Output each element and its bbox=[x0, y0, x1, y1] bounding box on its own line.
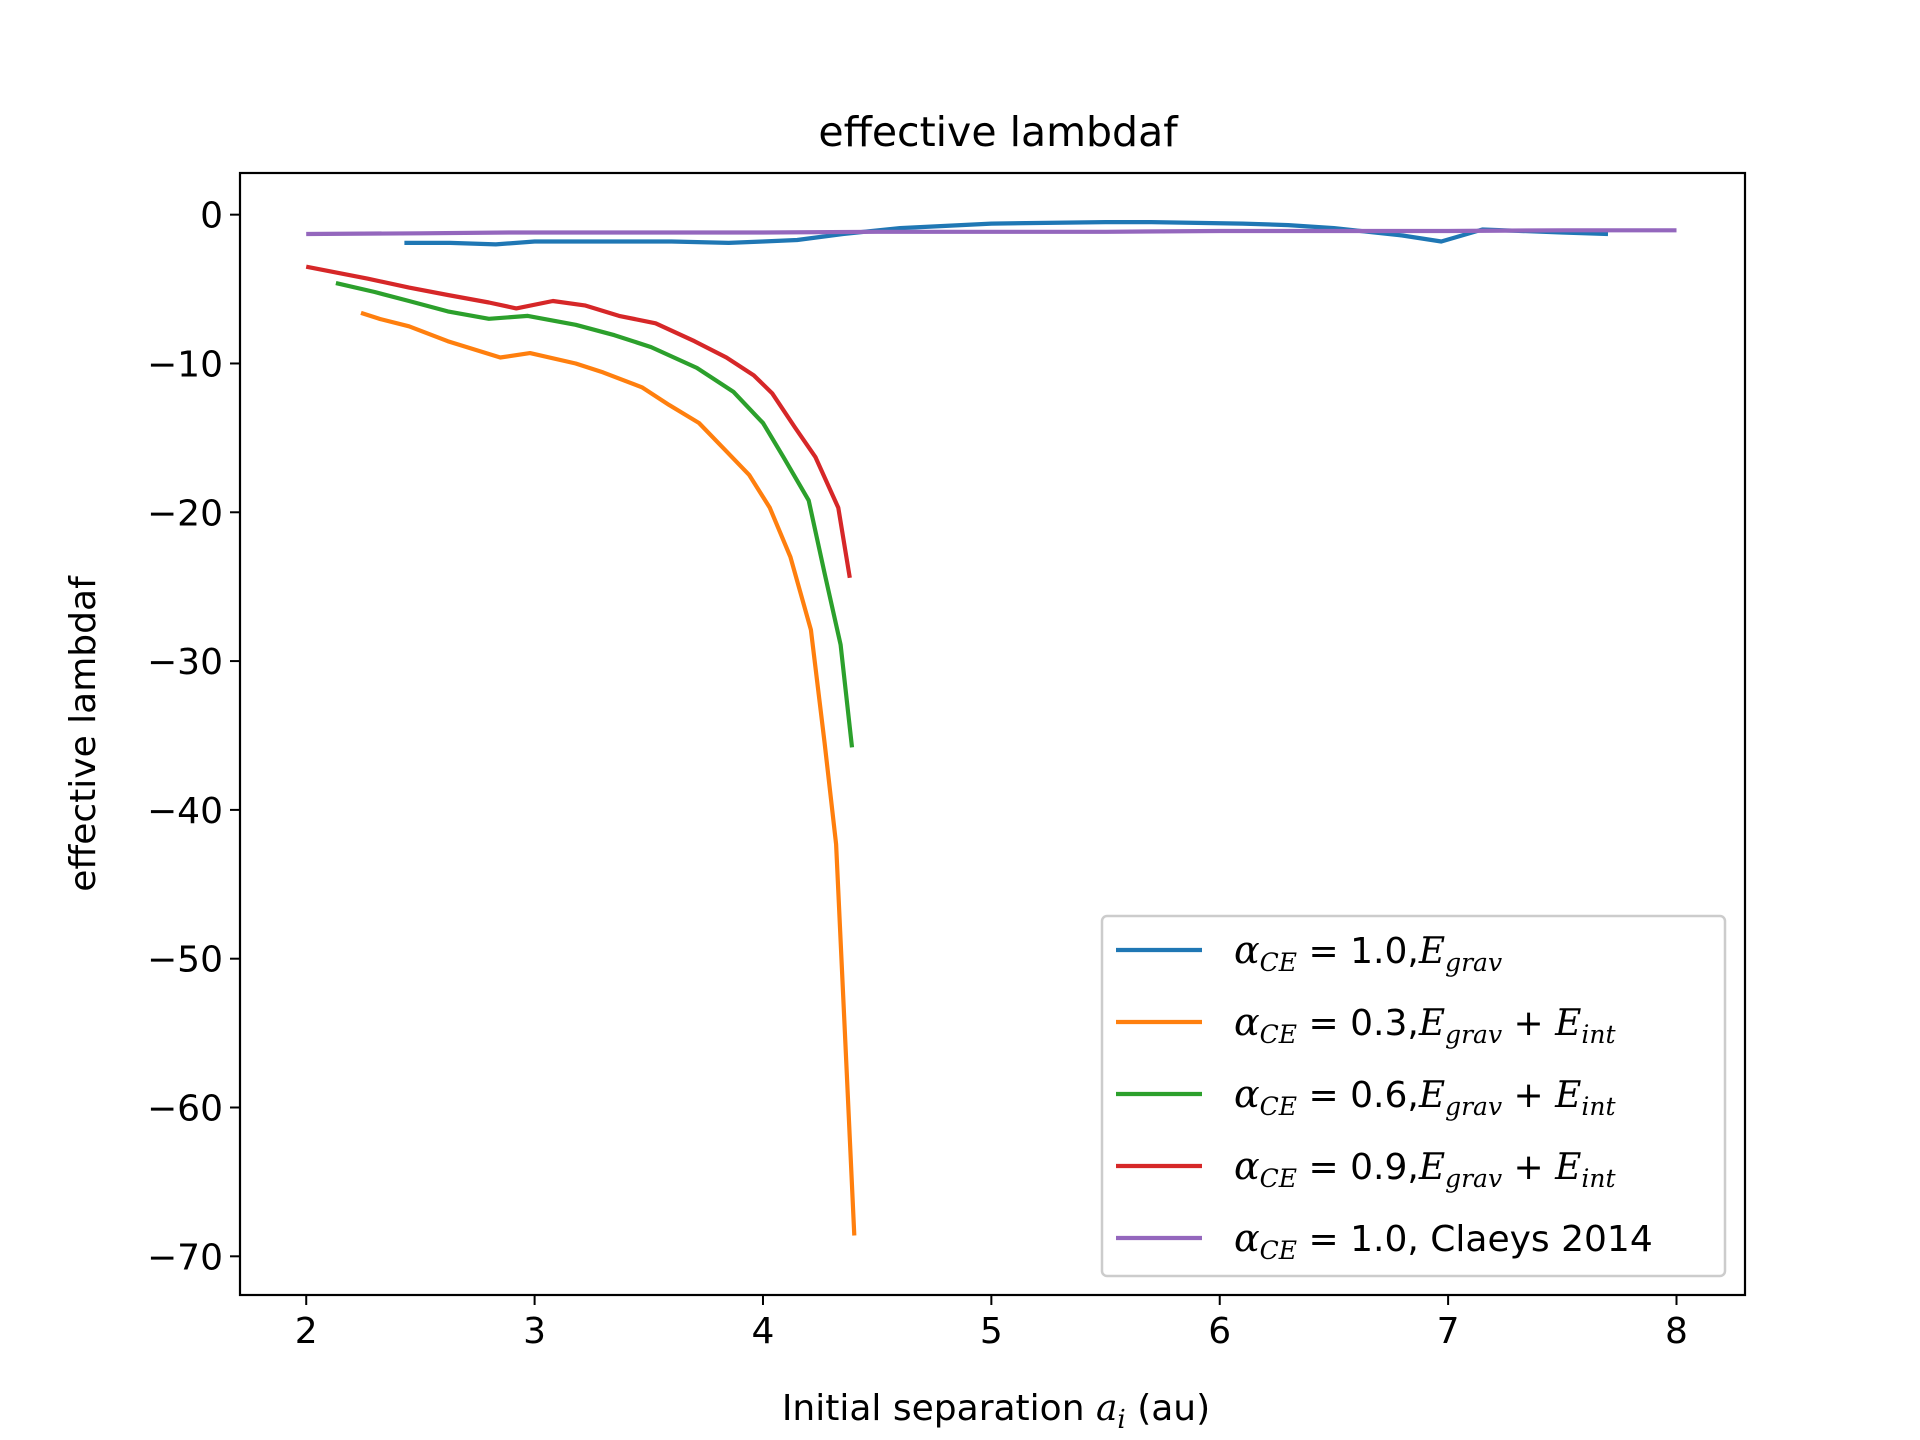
x-tick-label: 6 bbox=[1208, 1311, 1231, 1352]
y-tick-label: −40 bbox=[147, 791, 223, 832]
chart-title: effective lambdaf bbox=[818, 108, 1179, 156]
legend: αCE = 1.0,Egrav​ αCE = 0.3,Egrav​ + Eint​… bbox=[1100, 914, 1727, 1278]
x-tick-label: 8 bbox=[1665, 1311, 1688, 1352]
x-tick-label: 4 bbox=[752, 1311, 775, 1352]
series-line-2 bbox=[360, 310, 857, 1236]
y-axis-ticks: 0 −10 −20 −30 −40 −50 −60 −70 bbox=[147, 196, 240, 1278]
legend-label: αCE = 1.0, Claeys 2014 bbox=[1234, 1216, 1653, 1265]
series-line-3 bbox=[335, 281, 855, 748]
x-tick-label: 2 bbox=[295, 1311, 318, 1352]
plot-series bbox=[305, 220, 1677, 1236]
y-tick-label: 0 bbox=[200, 196, 223, 237]
x-tick-label: 7 bbox=[1437, 1311, 1460, 1352]
legend-box bbox=[1100, 914, 1727, 1278]
y-tick-label: −10 bbox=[147, 344, 223, 385]
legend-label: αCE = 0.3,Egrav​ + Eint​ bbox=[1234, 1000, 1617, 1049]
y-tick-label: −60 bbox=[147, 1089, 223, 1130]
series-line-1 bbox=[404, 220, 1609, 247]
y-tick-label: −20 bbox=[147, 493, 223, 534]
y-tick-label: −70 bbox=[147, 1237, 223, 1278]
series-line-4 bbox=[305, 264, 852, 579]
legend-label: αCE = 1.0,Egrav​ bbox=[1234, 928, 1502, 977]
x-axis-ticks: 2 3 4 5 6 7 8 bbox=[295, 1295, 1688, 1352]
y-tick-label: −50 bbox=[147, 940, 223, 981]
x-tick-label: 3 bbox=[523, 1311, 546, 1352]
x-tick-label: 5 bbox=[980, 1311, 1003, 1352]
plot-frame bbox=[238, 171, 1747, 1297]
y-tick-label: −30 bbox=[147, 642, 223, 683]
legend-label: αCE = 0.9,Egrav​ + Eint​ bbox=[1234, 1144, 1617, 1193]
legend-label: αCE = 0.6,Egrav​ + Eint​ bbox=[1234, 1072, 1617, 1121]
series-line-5 bbox=[306, 228, 1677, 237]
y-axis-label: effective lambdaf bbox=[63, 575, 104, 892]
x-axis-label: Initial separation ai (au) bbox=[782, 1388, 1210, 1435]
